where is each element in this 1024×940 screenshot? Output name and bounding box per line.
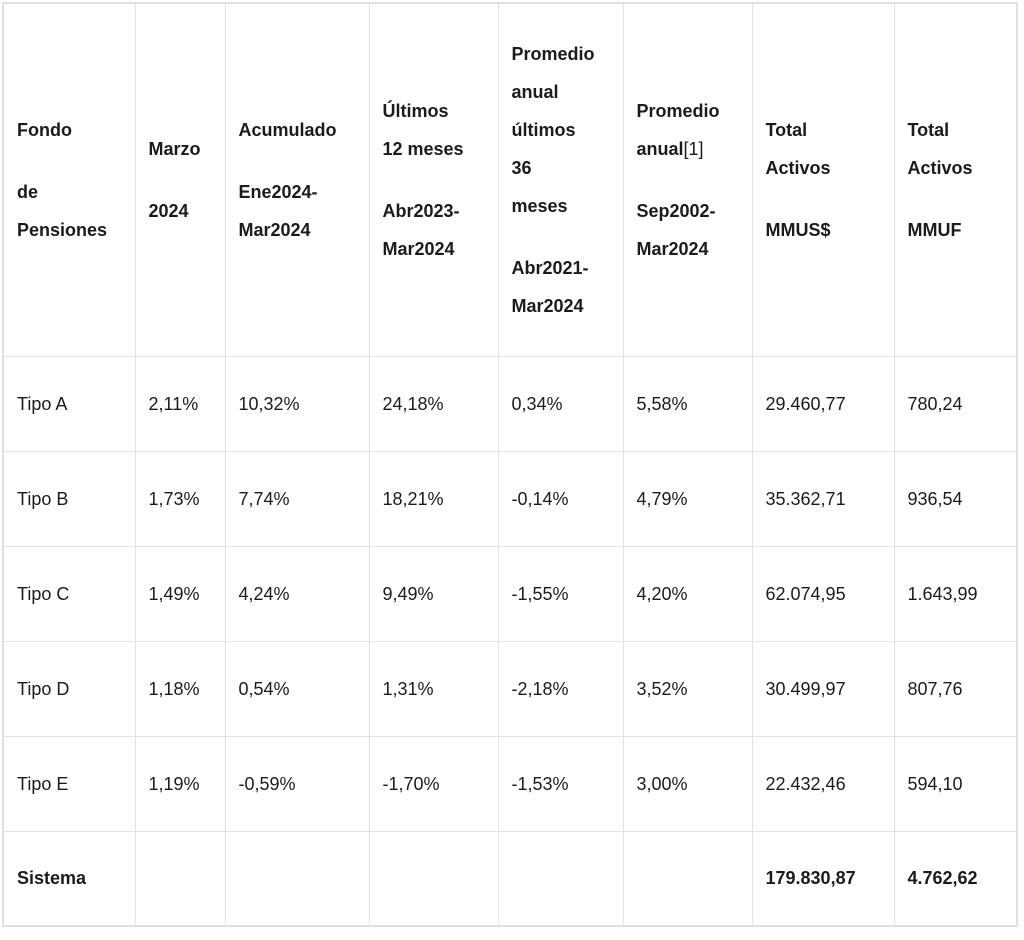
header-period: MMUS$ xyxy=(765,219,831,240)
column-header-acumulado: Acumulado Ene2024- Mar2024 xyxy=(224,2,370,357)
header-period: Ene2024- Mar2024 xyxy=(238,181,318,240)
column-header-total-activos-mmusd: Total Activos MMUS$ xyxy=(751,2,895,357)
footnote-ref: [1] xyxy=(683,138,704,159)
header-period: de Pensiones xyxy=(17,181,108,240)
cell-value: 936,54 xyxy=(893,450,1018,547)
cell-fund-name: Sistema xyxy=(2,830,136,927)
header-period: Sep2002- Mar2024 xyxy=(636,200,716,259)
cell-value: 30.499,97 xyxy=(751,640,895,737)
cell-fund-name: Tipo A xyxy=(2,355,136,452)
header-title: Promedio anual[1] xyxy=(637,92,739,168)
header-period: 2024 xyxy=(148,200,189,221)
cell-value xyxy=(134,830,226,927)
header-title-text: Total Activos xyxy=(907,119,973,178)
cell-fund-name: Tipo D xyxy=(2,640,136,737)
header-title: Acumulado xyxy=(239,111,356,149)
cell-value: 1,31% xyxy=(368,640,499,737)
cell-value: 7,74% xyxy=(224,450,370,547)
header-period: MMUF xyxy=(907,219,962,240)
cell-value: -1,70% xyxy=(368,735,499,832)
cell-value: 9,49% xyxy=(368,545,499,642)
table-row-sistema: Sistema 179.830,87 4.762,62 xyxy=(2,830,1018,927)
header-title-text: Acumulado xyxy=(238,119,337,140)
cell-value: 22.432,46 xyxy=(751,735,895,832)
cell-value xyxy=(368,830,499,927)
header-period: Abr2021- Mar2024 xyxy=(511,257,589,316)
cell-value: 3,00% xyxy=(622,735,753,832)
header-title: Total Activos xyxy=(908,111,1004,187)
table-row-tipo-b: Tipo B 1,73% 7,74% 18,21% -0,14% 4,79% 3… xyxy=(2,450,1018,547)
header-title-text: Promedio anual últimos 36 meses xyxy=(511,43,595,216)
header-title: Total Activos xyxy=(766,111,881,187)
cell-value: 780,24 xyxy=(893,355,1018,452)
cell-value: 179.830,87 xyxy=(751,830,895,927)
column-header-marzo-2024: Marzo 2024 xyxy=(134,2,226,357)
cell-value: 1.643,99 xyxy=(893,545,1018,642)
cell-fund-name: Tipo B xyxy=(2,450,136,547)
cell-value: 35.362,71 xyxy=(751,450,895,547)
table-row-tipo-a: Tipo A 2,11% 10,32% 24,18% 0,34% 5,58% 2… xyxy=(2,355,1018,452)
cell-value: 5,58% xyxy=(622,355,753,452)
cell-value: 29.460,77 xyxy=(751,355,895,452)
cell-value: 4,79% xyxy=(622,450,753,547)
cell-value: 10,32% xyxy=(224,355,370,452)
cell-value: 62.074,95 xyxy=(751,545,895,642)
header-title-text: Fondo xyxy=(17,119,72,140)
cell-value: 4,20% xyxy=(622,545,753,642)
cell-value: 24,18% xyxy=(368,355,499,452)
column-header-ultimos-12-meses: Últimos 12 meses Abr2023- Mar2024 xyxy=(368,2,499,357)
table-header-row: Fondo de Pensiones Marzo 2024 Acumulado … xyxy=(2,2,1018,357)
cell-value: 0,54% xyxy=(224,640,370,737)
header-title-text: Marzo xyxy=(148,138,201,159)
column-header-promedio-anual-historico: Promedio anual[1] Sep2002- Mar2024 xyxy=(622,2,753,357)
cell-value: 0,34% xyxy=(497,355,624,452)
cell-value: 1,73% xyxy=(134,450,226,547)
cell-value xyxy=(497,830,624,927)
cell-value: 1,49% xyxy=(134,545,226,642)
column-header-promedio-anual-36-meses: Promedio anual últimos 36 meses Abr2021-… xyxy=(497,2,624,357)
cell-value: 4.762,62 xyxy=(893,830,1018,927)
cell-value: -0,14% xyxy=(497,450,624,547)
cell-value: 18,21% xyxy=(368,450,499,547)
header-title-text: Promedio anual xyxy=(636,100,720,159)
header-title-text: Total Activos xyxy=(765,119,831,178)
cell-value: 1,18% xyxy=(134,640,226,737)
cell-value xyxy=(622,830,753,927)
cell-fund-name: Tipo E xyxy=(2,735,136,832)
table-row-tipo-d: Tipo D 1,18% 0,54% 1,31% -2,18% 3,52% 30… xyxy=(2,640,1018,737)
cell-value: 807,76 xyxy=(893,640,1018,737)
header-title-text: Últimos 12 meses xyxy=(382,100,464,159)
cell-value: -2,18% xyxy=(497,640,624,737)
table-row-tipo-e: Tipo E 1,19% -0,59% -1,70% -1,53% 3,00% … xyxy=(2,735,1018,832)
header-title: Promedio anual últimos 36 meses xyxy=(512,35,610,225)
cell-value: 3,52% xyxy=(622,640,753,737)
cell-value xyxy=(224,830,370,927)
cell-value: -1,55% xyxy=(497,545,624,642)
cell-value: -1,53% xyxy=(497,735,624,832)
pension-fund-returns-table: Fondo de Pensiones Marzo 2024 Acumulado … xyxy=(2,2,1018,927)
cell-fund-name: Tipo C xyxy=(2,545,136,642)
header-title: Marzo xyxy=(149,130,212,168)
cell-value: 594,10 xyxy=(893,735,1018,832)
header-title: Últimos 12 meses xyxy=(383,92,485,168)
cell-value: 1,19% xyxy=(134,735,226,832)
cell-value: 2,11% xyxy=(134,355,226,452)
header-title: Fondo xyxy=(17,111,122,149)
cell-value: 4,24% xyxy=(224,545,370,642)
table-row-tipo-c: Tipo C 1,49% 4,24% 9,49% -1,55% 4,20% 62… xyxy=(2,545,1018,642)
header-period: Abr2023- Mar2024 xyxy=(382,200,460,259)
column-header-fondo-de-pensiones: Fondo de Pensiones xyxy=(2,2,136,357)
column-header-total-activos-mmuf: Total Activos MMUF xyxy=(893,2,1018,357)
cell-value: -0,59% xyxy=(224,735,370,832)
